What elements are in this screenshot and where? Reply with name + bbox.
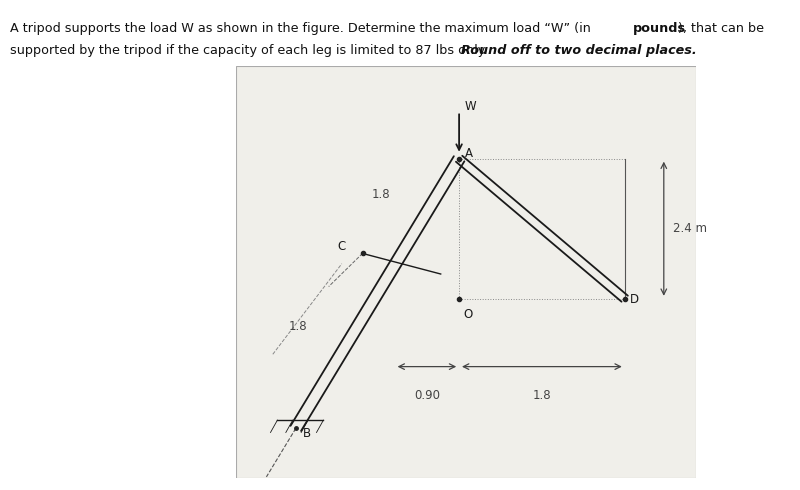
Text: 0.90: 0.90 <box>414 389 440 402</box>
Text: A: A <box>465 147 473 160</box>
Text: D: D <box>630 293 639 306</box>
Text: 1.8: 1.8 <box>533 389 551 402</box>
Text: A tripod supports the load W as shown in the figure. Determine the maximum load : A tripod supports the load W as shown in… <box>10 22 595 35</box>
Text: C: C <box>338 240 346 253</box>
Text: W: W <box>465 100 476 113</box>
Text: B: B <box>302 427 311 440</box>
Text: pounds: pounds <box>633 22 686 35</box>
Text: Round off to two decimal places.: Round off to two decimal places. <box>461 44 697 57</box>
Text: O: O <box>464 309 473 321</box>
Text: 1.8: 1.8 <box>289 319 307 333</box>
Text: supported by the tripod if the capacity of each leg is limited to 87 lbs only.: supported by the tripod if the capacity … <box>10 44 496 57</box>
Text: 1.8: 1.8 <box>372 188 390 201</box>
Text: ), that can be: ), that can be <box>678 22 765 35</box>
Text: 2.4 m: 2.4 m <box>673 222 707 235</box>
